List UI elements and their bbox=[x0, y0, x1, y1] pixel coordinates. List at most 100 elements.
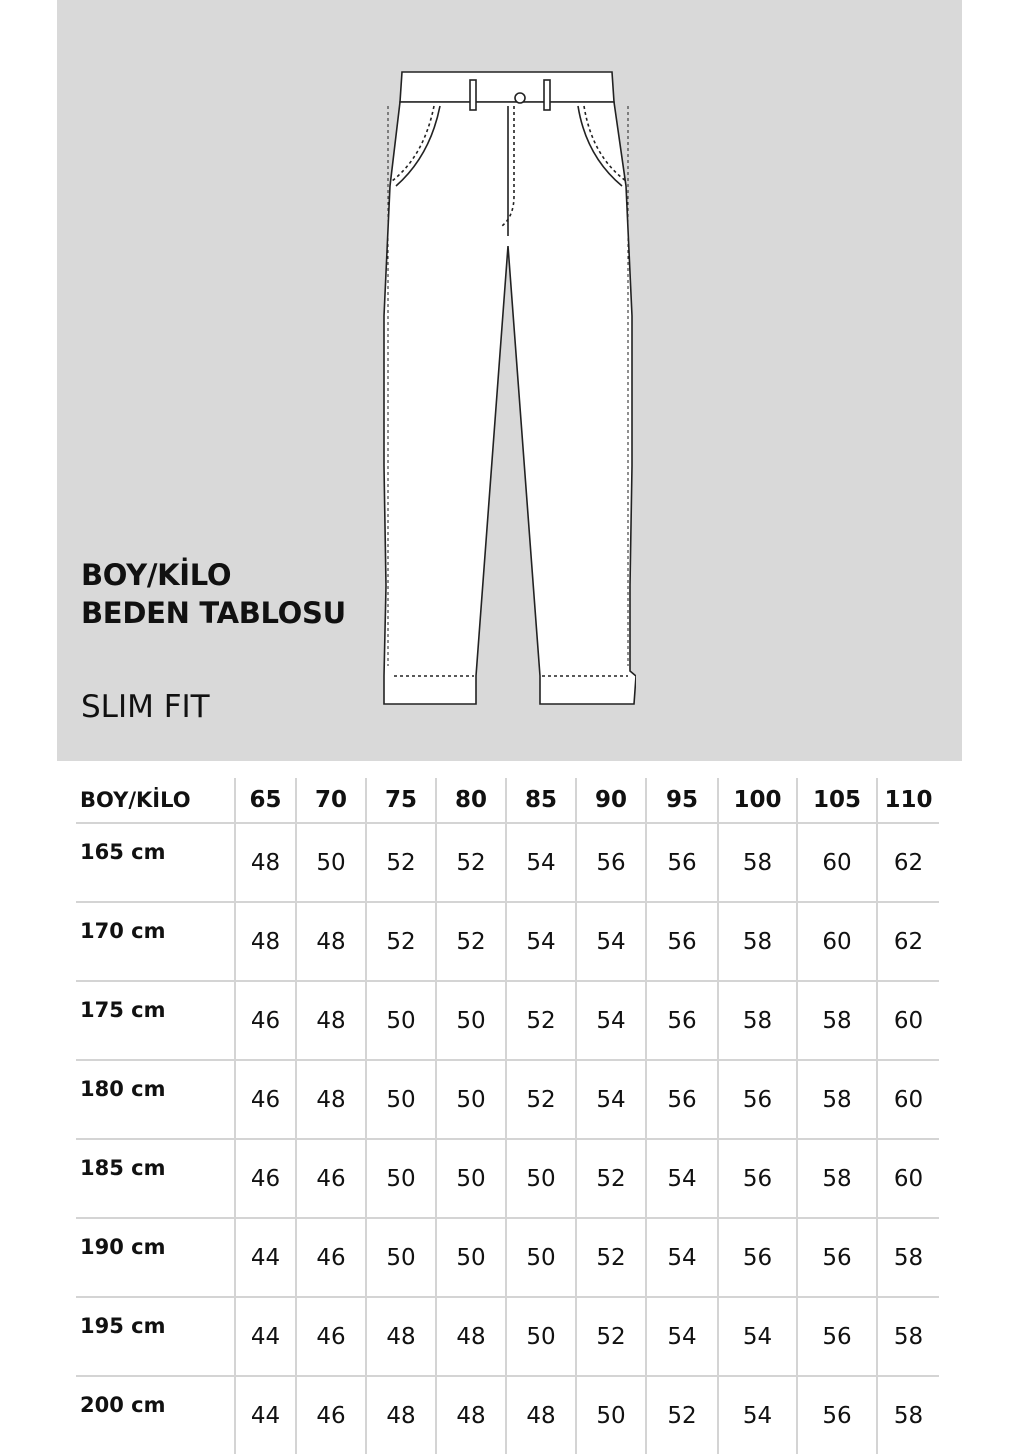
size-cell: 56 bbox=[796, 1217, 877, 1297]
weight-header: 105 bbox=[796, 778, 877, 823]
size-cell: 62 bbox=[876, 822, 939, 902]
size-cell: 52 bbox=[365, 901, 436, 981]
weight-header: 95 bbox=[645, 778, 718, 823]
weight-header: 110 bbox=[876, 778, 939, 823]
size-cell: 48 bbox=[505, 1375, 576, 1454]
size-cell: 62 bbox=[876, 901, 939, 981]
size-cell: 44 bbox=[234, 1217, 296, 1297]
height-label: 165 cm bbox=[76, 822, 235, 902]
size-cell: 56 bbox=[645, 901, 718, 981]
size-cell: 58 bbox=[796, 980, 877, 1060]
size-cell: 48 bbox=[365, 1296, 436, 1376]
size-cell: 46 bbox=[234, 1059, 296, 1139]
height-label: 170 cm bbox=[76, 901, 235, 981]
size-cell: 60 bbox=[796, 822, 877, 902]
size-cell: 46 bbox=[295, 1296, 366, 1376]
size-cell: 50 bbox=[435, 980, 506, 1060]
weight-header: 70 bbox=[295, 778, 366, 823]
size-cell: 52 bbox=[575, 1217, 646, 1297]
size-cell: 44 bbox=[234, 1375, 296, 1454]
size-cell: 54 bbox=[645, 1217, 718, 1297]
size-cell: 58 bbox=[717, 822, 797, 902]
size-cell: 58 bbox=[876, 1217, 939, 1297]
weight-header: 75 bbox=[365, 778, 436, 823]
size-cell: 58 bbox=[717, 901, 797, 981]
weight-header: 100 bbox=[717, 778, 797, 823]
size-cell: 48 bbox=[295, 901, 366, 981]
weight-header: 85 bbox=[505, 778, 576, 823]
height-label: 180 cm bbox=[76, 1059, 235, 1139]
size-cell: 60 bbox=[876, 1138, 939, 1218]
weight-header: 90 bbox=[575, 778, 646, 823]
header-row: BOY/KİLO 65 70 75 80 85 90 95 100 105 11… bbox=[76, 778, 939, 823]
size-cell: 54 bbox=[505, 901, 576, 981]
size-cell: 48 bbox=[435, 1375, 506, 1454]
size-cell: 52 bbox=[505, 1059, 576, 1139]
size-cell: 54 bbox=[505, 822, 576, 902]
size-cell: 50 bbox=[365, 980, 436, 1060]
size-cell: 50 bbox=[505, 1296, 576, 1376]
size-cell: 48 bbox=[435, 1296, 506, 1376]
size-cell: 48 bbox=[295, 980, 366, 1060]
pants-illustration bbox=[383, 71, 636, 705]
size-cell: 58 bbox=[796, 1059, 877, 1139]
size-cell: 54 bbox=[575, 980, 646, 1060]
fit-label: SLIM FIT bbox=[81, 689, 210, 725]
height-label: 195 cm bbox=[76, 1296, 235, 1376]
size-cell: 60 bbox=[876, 980, 939, 1060]
size-cell: 52 bbox=[575, 1296, 646, 1376]
size-cell: 50 bbox=[365, 1217, 436, 1297]
size-cell: 50 bbox=[365, 1138, 436, 1218]
size-cell: 56 bbox=[796, 1296, 877, 1376]
size-cell: 56 bbox=[645, 822, 718, 902]
size-cell: 46 bbox=[295, 1375, 366, 1454]
size-cell: 54 bbox=[717, 1296, 797, 1376]
size-cell: 44 bbox=[234, 1296, 296, 1376]
size-cell: 52 bbox=[645, 1375, 718, 1454]
page-title: BOY/KİLO BEDEN TABLOSU bbox=[81, 556, 346, 632]
size-cell: 46 bbox=[234, 1138, 296, 1218]
table-row: 170 cm 48 48 52 52 54 54 56 58 60 62 bbox=[76, 901, 939, 981]
title-line: BOY/KİLO bbox=[81, 558, 232, 592]
table-row: 185 cm 46 46 50 50 50 52 54 56 58 60 bbox=[76, 1138, 939, 1218]
size-cell: 58 bbox=[717, 980, 797, 1060]
table-row: 190 cm 44 46 50 50 50 52 54 56 56 58 bbox=[76, 1217, 939, 1297]
size-cell: 50 bbox=[575, 1375, 646, 1454]
size-cell: 56 bbox=[717, 1059, 797, 1139]
size-cell: 56 bbox=[717, 1217, 797, 1297]
size-cell: 58 bbox=[796, 1138, 877, 1218]
size-cell: 54 bbox=[575, 901, 646, 981]
size-cell: 60 bbox=[876, 1059, 939, 1139]
size-cell: 50 bbox=[435, 1138, 506, 1218]
height-label: 190 cm bbox=[76, 1217, 235, 1297]
size-cell: 50 bbox=[505, 1138, 576, 1218]
size-cell: 52 bbox=[365, 822, 436, 902]
size-cell: 58 bbox=[876, 1375, 939, 1454]
size-cell: 50 bbox=[365, 1059, 436, 1139]
size-cell: 46 bbox=[295, 1138, 366, 1218]
size-cell: 46 bbox=[234, 980, 296, 1060]
height-label: 200 cm bbox=[76, 1375, 235, 1454]
height-label: 175 cm bbox=[76, 980, 235, 1060]
size-cell: 54 bbox=[645, 1296, 718, 1376]
size-cell: 50 bbox=[295, 822, 366, 902]
size-cell: 56 bbox=[575, 822, 646, 902]
table-row: 165 cm 48 50 52 52 54 56 56 58 60 62 bbox=[76, 822, 939, 902]
size-cell: 52 bbox=[435, 901, 506, 981]
height-label: 185 cm bbox=[76, 1138, 235, 1218]
size-cell: 46 bbox=[295, 1217, 366, 1297]
size-cell: 52 bbox=[505, 980, 576, 1060]
size-cell: 56 bbox=[796, 1375, 877, 1454]
size-cell: 48 bbox=[234, 822, 296, 902]
size-cell: 54 bbox=[645, 1138, 718, 1218]
size-cell: 56 bbox=[645, 1059, 718, 1139]
size-cell: 48 bbox=[295, 1059, 366, 1139]
table-row: 180 cm 46 48 50 50 52 54 56 56 58 60 bbox=[76, 1059, 939, 1139]
size-cell: 48 bbox=[365, 1375, 436, 1454]
table-row: 195 cm 44 46 48 48 50 52 54 54 56 58 bbox=[76, 1296, 939, 1376]
size-cell: 54 bbox=[717, 1375, 797, 1454]
weight-header: 65 bbox=[234, 778, 296, 823]
size-cell: 52 bbox=[435, 822, 506, 902]
size-table: BOY/KİLO 65 70 75 80 85 90 95 100 105 11… bbox=[76, 778, 939, 1454]
size-cell: 60 bbox=[796, 901, 877, 981]
